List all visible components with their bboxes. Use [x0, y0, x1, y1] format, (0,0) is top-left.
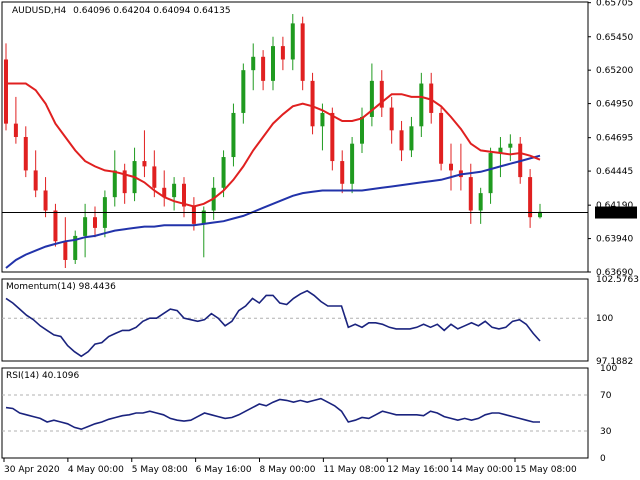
- candle-body: [43, 190, 48, 211]
- candle-body: [33, 170, 38, 191]
- candle-body: [261, 56, 266, 81]
- symbol-label: AUDUSD,H4: [12, 6, 67, 16]
- momentum-tick-label: 97.1882: [596, 357, 633, 367]
- time-tick-label: 8 May 00:00: [260, 465, 316, 475]
- candle-body: [191, 206, 196, 224]
- time-tick-label: 11 May 08:00: [323, 465, 385, 475]
- rsi-line: [5, 397, 540, 431]
- candle-body: [488, 153, 493, 194]
- time-tick-label: 15 May 08:00: [515, 465, 577, 475]
- candle-body: [83, 217, 88, 236]
- price-tag: 0.64135: [595, 206, 637, 219]
- moving-average-fast: [6, 82, 541, 208]
- main-header: AUDUSD,H4 0.64096 0.64204 0.64094 0.6413…: [12, 6, 231, 16]
- candle-body: [508, 143, 513, 148]
- candle-body: [498, 147, 503, 154]
- price-tick-label: 0.65705: [596, 0, 633, 9]
- price-tick-label: 0.63690: [596, 268, 633, 278]
- candle-body: [23, 137, 28, 171]
- candle-body: [63, 241, 68, 260]
- price-panel[interactable]: 0.65705 0.65450 0.65200 0.64950 0.64695 0.644…: [1, 0, 633, 278]
- candle-body: [172, 183, 177, 198]
- candle-body: [300, 23, 305, 81]
- candle-body: [201, 210, 206, 224]
- momentum-title: Momentum(14) 98.4436: [6, 282, 116, 292]
- price-tick-label: 0.64445: [596, 167, 633, 177]
- candle-body: [360, 116, 364, 144]
- rsi-panel[interactable]: 100 70 30 0: [1, 364, 617, 464]
- candle-body: [290, 23, 295, 60]
- candle-body: [310, 80, 315, 127]
- time-tick-label: 30 Apr 2020: [4, 465, 60, 475]
- candle-body: [182, 183, 186, 207]
- time-axis: 30 Apr 2020 4 May 00:00 5 May 08:00 6 May 1…: [3, 458, 577, 475]
- price-tick-label: 0.65450: [596, 33, 633, 43]
- candle-body: [152, 166, 157, 188]
- candle-body: [528, 177, 533, 218]
- candle-body: [73, 235, 78, 260]
- rsi-tick-label: 100: [600, 364, 617, 374]
- candle-body: [142, 161, 147, 167]
- candle-body: [330, 112, 335, 162]
- moving-average-slow: [5, 154, 541, 269]
- candle-body: [419, 83, 424, 127]
- mom-frame: [1, 278, 589, 362]
- candle-body: [379, 80, 384, 108]
- candle-body: [280, 46, 285, 60]
- time-tick-label: 12 May 16:00: [387, 465, 449, 475]
- candle-body: [221, 157, 226, 188]
- rsi-frame: [1, 367, 589, 459]
- rsi-title: RSI(14) 40.1096: [6, 371, 79, 381]
- candle-body: [53, 210, 58, 242]
- candle-body: [4, 59, 8, 124]
- time-tick-label: 4 May 00:00: [68, 465, 124, 475]
- ohlc-label: 0.64096 0.64204 0.64094 0.64135: [73, 6, 230, 16]
- candle-body: [93, 217, 97, 228]
- momentum-panel[interactable]: 102.5763 100 97.1882: [1, 275, 639, 367]
- candle-body: [251, 56, 256, 71]
- time-tick-label: 5 May 08:00: [132, 465, 188, 475]
- price-tick-label: 0.63940: [596, 235, 633, 245]
- candle-body: [478, 193, 483, 211]
- main-frame: [1, 1, 589, 273]
- current-price-tag: [595, 206, 637, 219]
- rsi-tick-label: 0: [600, 454, 606, 464]
- candle-body: [112, 170, 117, 198]
- rsi-tick-label: 30: [600, 427, 612, 437]
- candle-body: [468, 177, 473, 211]
- candle-body: [350, 143, 355, 184]
- momentum-tick-label: 102.5763: [596, 275, 639, 285]
- candle-body: [320, 112, 325, 127]
- momentum-tick-label: 100: [596, 314, 613, 324]
- candle-body: [449, 163, 453, 171]
- candle-body: [162, 187, 167, 198]
- candle-body: [13, 123, 18, 137]
- price-tick-label: 0.64950: [596, 100, 633, 110]
- price-tick-label: 0.64695: [596, 134, 633, 144]
- time-tick-label: 6 May 16:00: [196, 465, 252, 475]
- price-tick-label: 0.65200: [596, 66, 633, 76]
- price-tick-label: 0.64190: [596, 201, 633, 211]
- candle-body: [241, 70, 246, 113]
- candle-body: [439, 112, 444, 164]
- rsi-tick-label: 70: [600, 391, 612, 401]
- current-price-label: 0.64135: [598, 209, 635, 219]
- candle-body: [399, 130, 404, 151]
- time-tick-label: 14 May 00:00: [451, 465, 513, 475]
- candle-body: [122, 170, 127, 194]
- candle-body: [429, 83, 434, 113]
- candle-body: [340, 161, 345, 184]
- candle-body: [271, 46, 275, 81]
- candle-body: [231, 112, 236, 158]
- momentum-line: [5, 289, 541, 358]
- candle-body: [389, 107, 394, 131]
- candle-body: [538, 211, 542, 218]
- candle-body: [409, 126, 414, 151]
- candle-body: [369, 80, 374, 117]
